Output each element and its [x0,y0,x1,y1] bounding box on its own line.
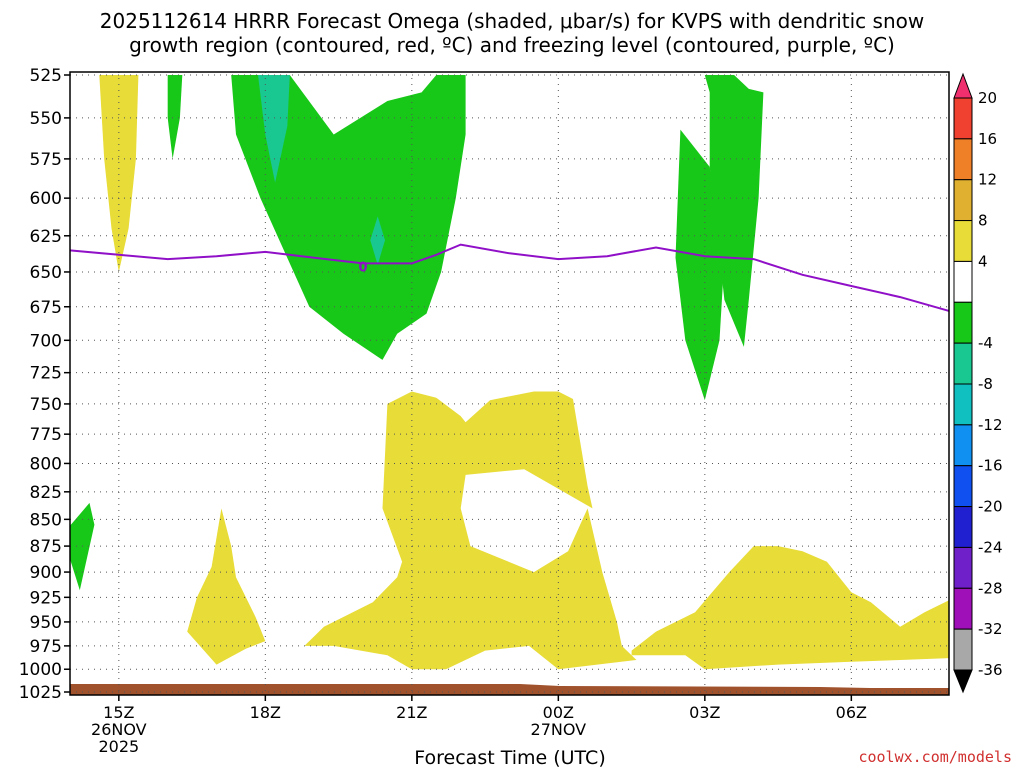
pressure-axis-ticks: 525 550 575 600 625 650 675 700 725 750 775 800 825 8… [19,66,70,703]
colorbar-label-8: 8 [978,212,988,230]
omega-region-teal-4 [370,216,385,265]
omega-region-green-5 [675,129,725,401]
colorbar-label-4: 4 [978,252,988,270]
y-tick-label-925: 925 [30,588,62,608]
colorbar-label-12: 12 [978,171,997,189]
plot-frame [69,71,950,696]
y-tick-label-575: 575 [30,150,62,170]
y-tick-label-775: 775 [30,425,62,445]
x-tick-label-15Z: 15Z [103,703,134,722]
y-tick-label-975: 975 [30,637,62,657]
colorbar-swatch-2 [953,179,973,222]
x-tick-label-27NOV: 27NOV [531,720,587,739]
colorbar-swatch-4 [953,260,973,303]
chart-title-line2: growth region (contoured, red, ºC) and f… [129,33,895,57]
y-tick-label-800: 800 [30,454,62,474]
colorbar-swatch-1 [953,138,973,181]
freezing-level-label: 0 [358,260,367,275]
omega-colorbar: 20 16 12 8 4 -4 -8 -12 -16 -20 -24 -28 -32 -36 [953,72,1003,694]
colorbar-label--28: -28 [978,579,1003,597]
colorbar-swatch-7 [953,383,973,426]
colorbar-label--24: -24 [978,538,1003,556]
colorbar-swatch-5 [953,301,973,344]
colorbar-label--32: -32 [978,620,1003,638]
x-tick-label-18Z: 18Z [250,703,281,722]
x-tick-label-21Z: 21Z [396,703,427,722]
colorbar-swatch-8 [953,424,973,467]
y-tick-label-950: 950 [30,613,62,633]
colorbar-label-20: 20 [978,89,997,107]
omega-region-yellow-9 [187,508,266,665]
chart-title-line1: 2025112614 HRRR Forecast Omega (shaded, … [100,9,924,33]
x-tick-label-00Z: 00Z [543,703,574,722]
omega-region-yellow-8 [304,391,637,670]
ground-fill [70,684,949,695]
omega-region-teal-3 [258,75,290,183]
colorbar-swatch-9 [953,465,973,508]
y-tick-label-625: 625 [30,227,62,247]
x-tick-label-03Z: 03Z [689,703,720,722]
y-tick-label-750: 750 [30,395,62,415]
colorbar-swatch-13 [953,628,973,671]
y-tick-label-675: 675 [30,298,62,318]
x-axis-label: Forecast Time (UTC) [414,747,605,768]
y-tick-label-1025: 1025 [19,683,62,703]
colorbar-swatch-0 [953,97,973,140]
y-tick-label-725: 725 [30,364,62,384]
y-tick-label-550: 550 [30,109,62,129]
colorbar-swatch-6 [953,342,973,385]
colorbar-swatch-10 [953,506,973,548]
y-tick-label-900: 900 [30,563,62,583]
omega-region-green-1 [167,75,183,159]
dotted-grid [70,72,949,695]
x-tick-label-2025: 2025 [98,737,139,756]
colorbar-label--16: -16 [978,457,1003,475]
omega-region-yellow-10 [631,546,949,670]
y-tick-label-1000: 1000 [19,660,62,680]
y-tick-label-700: 700 [30,331,62,351]
y-tick-label-525: 525 [30,66,62,86]
colorbar-swatch-3 [953,220,973,262]
colorbar-label--12: -12 [978,416,1003,434]
y-tick-label-875: 875 [30,537,62,557]
omega-region-green-6 [704,75,764,347]
colorbar-bottom-arrow [953,669,973,694]
colorbar-label--36: -36 [978,661,1003,679]
colorbar-label--8: -8 [978,375,993,393]
colorbar-label--20: -20 [978,498,1003,516]
y-tick-label-600: 600 [30,189,62,209]
colorbar-label--4: -4 [978,334,993,352]
colorbar-swatch-11 [953,546,973,589]
omega-region-green-2 [231,75,466,360]
omega-shaded-regions [70,75,949,670]
colorbar-top-arrow [953,72,973,99]
ground-surface [70,684,949,695]
y-tick-label-825: 825 [30,483,62,503]
colorbar-swatch-12 [953,587,973,630]
freezing-level-line [69,243,950,312]
omega-region-yellow-0 [99,75,139,272]
x-tick-label-06Z: 06Z [836,703,867,722]
x-tick-label-26NOV: 26NOV [91,720,147,739]
y-tick-label-850: 850 [30,510,62,530]
omega-region-green-7 [70,502,95,591]
source-credit: coolwx.com/models [858,748,1012,766]
colorbar-label-16: 16 [978,130,997,148]
freezing-level-contour: 0 [69,243,950,312]
y-tick-label-650: 650 [30,263,62,283]
